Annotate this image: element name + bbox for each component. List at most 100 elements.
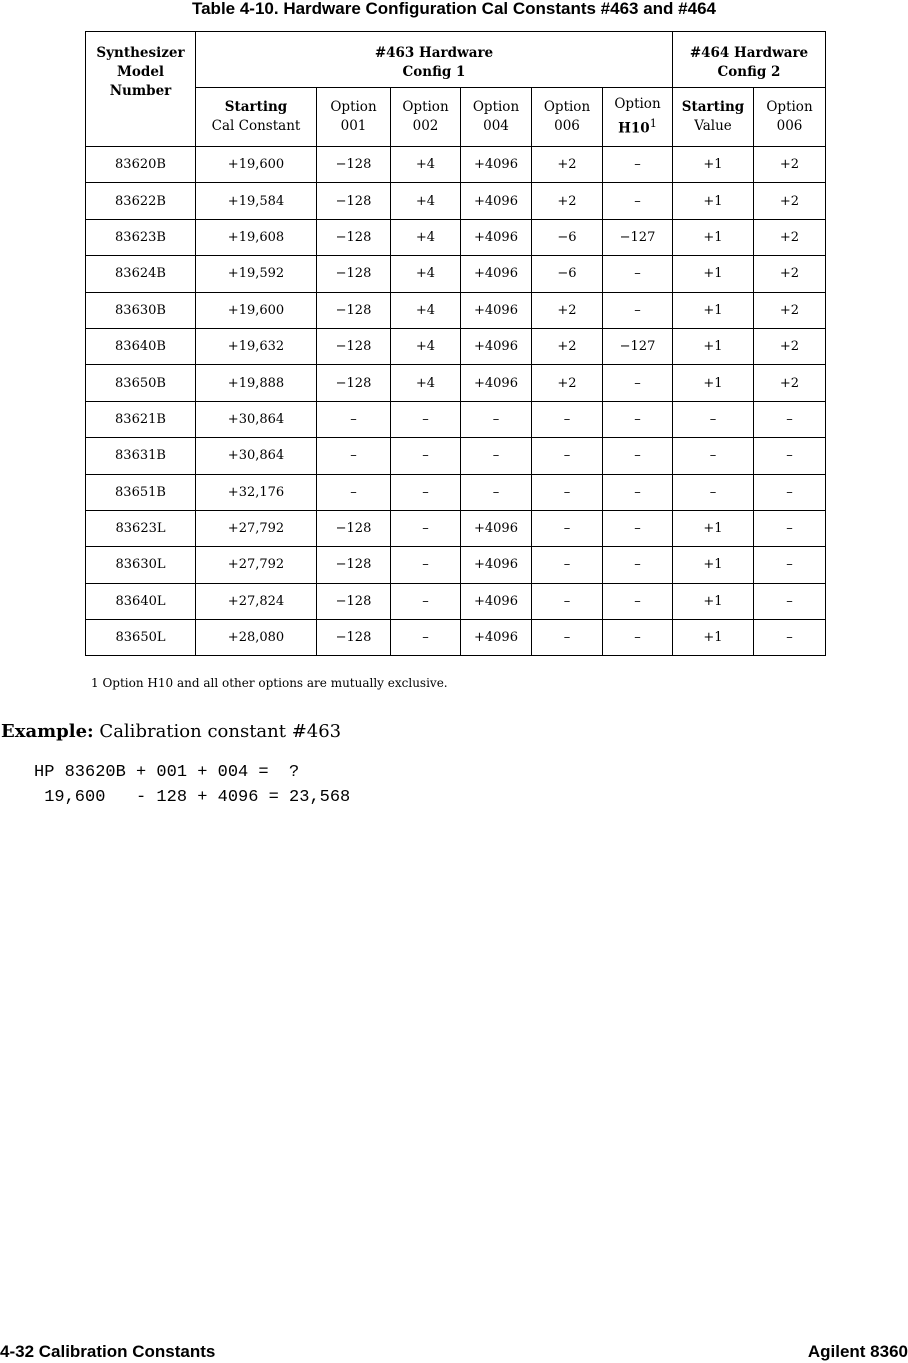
table-cell: – — [753, 546, 826, 584]
table-cell: – — [602, 145, 673, 184]
table-cell: +1 — [672, 364, 754, 402]
table-cell: +2 — [531, 364, 603, 402]
table-cell: +1 — [672, 145, 754, 184]
table-row: 83651B +32,176– – – – – – – — [85, 473, 826, 511]
table-cell: −6 — [531, 255, 603, 293]
table-cell: −128 — [316, 291, 391, 329]
column-header: Option 001 — [316, 87, 391, 147]
table-cell: −128 — [316, 582, 391, 621]
table-row: 83620B +19,600 −128 +4 +4096 +2– +1 +2 — [85, 145, 826, 184]
table-cell: 83651B — [85, 473, 196, 511]
table-cell: – — [531, 437, 603, 475]
table-cell: +1 — [672, 619, 754, 657]
table-cell: – — [602, 400, 673, 439]
table-cell: +19,584 — [195, 182, 317, 220]
table-cell: – — [460, 473, 532, 511]
table-cell: – — [316, 400, 391, 439]
example-text: Calibration constant #463 — [99, 721, 342, 742]
table-row: 83630L +27,792 −128– +4096– – +1– — [85, 546, 826, 584]
table-cell: – — [672, 437, 754, 475]
table-cell: +19,592 — [195, 255, 317, 293]
table-cell: – — [390, 473, 461, 511]
table-cell: +2 — [753, 255, 826, 293]
example-label: Example: — [1, 721, 94, 742]
table-cell: +2 — [531, 291, 603, 329]
column-header: Option 004 — [460, 87, 532, 147]
table-cell: +2 — [531, 145, 603, 184]
table-cell: – — [753, 437, 826, 475]
table-cell: 83640L — [85, 582, 196, 621]
model-header: Synthesizer Model Number — [85, 31, 196, 147]
example-calculation: HP 83620B + 001 + 004 = ? 19,600 - 128 +… — [34, 760, 350, 810]
table-cell: −128 — [316, 255, 391, 293]
table-cell: +28,080 — [195, 619, 317, 657]
table-row: 83640B +19,632 −128 +4 +4096 +2 −127 +1 +2 — [85, 327, 826, 366]
table-cell: −127 — [602, 327, 673, 366]
table-cell: – — [602, 364, 673, 402]
table-cell: −128 — [316, 546, 391, 584]
table-row: 83650B +19,888 −128 +4 +4096 +2– +1 +2 — [85, 364, 826, 402]
table-cell: 83630L — [85, 546, 196, 584]
table-row: 83640L +27,824 −128– +4096– – +1– — [85, 582, 826, 621]
table-cell: −128 — [316, 619, 391, 657]
table-cell: −6 — [531, 218, 603, 257]
table-cell: +4096 — [460, 364, 532, 402]
footer-right: Agilent 8360 — [807, 1342, 908, 1361]
example-heading: Example: Calibration constant #463 — [1, 721, 341, 742]
table-cell: +4096 — [460, 546, 532, 584]
table-cell: +4096 — [460, 619, 532, 657]
table-row: 83621B +30,864– – – – – – – — [85, 400, 826, 439]
table-cell: 83624B — [85, 255, 196, 293]
table-cell: +4 — [390, 291, 461, 329]
table-cell: +19,600 — [195, 145, 317, 184]
table-cell: 83620B — [85, 145, 196, 184]
table-cell: −128 — [316, 182, 391, 220]
table-cell: – — [531, 400, 603, 439]
table-row: 83650L +28,080 −128– +4096– – +1– — [85, 619, 826, 657]
table-cell: – — [602, 509, 673, 548]
table-cell: – — [602, 291, 673, 329]
table-cell: +27,792 — [195, 509, 317, 548]
column-header: Option 006 — [753, 87, 826, 147]
hardware-config-table: Synthesizer Model Number #463 Hardware Conf… — [85, 31, 826, 657]
table-cell: – — [460, 400, 532, 439]
table-cell: +4096 — [460, 509, 532, 548]
table-cell: +4096 — [460, 218, 532, 257]
table-cell: – — [390, 546, 461, 584]
table-cell: 83623B — [85, 218, 196, 257]
table-cell: +1 — [672, 546, 754, 584]
table-cell: +4096 — [460, 582, 532, 621]
table-cell: +27,824 — [195, 582, 317, 621]
table-row: 83630B +19,600 −128 +4 +4096 +2– +1 +2 — [85, 291, 826, 329]
table-cell: +4 — [390, 327, 461, 366]
table-cell: – — [531, 509, 603, 548]
table-cell: – — [602, 546, 673, 584]
table-cell: – — [602, 437, 673, 475]
table-cell: +1 — [672, 291, 754, 329]
table-cell: – — [753, 400, 826, 439]
table-cell: +4096 — [460, 255, 532, 293]
table-cell: +4096 — [460, 182, 532, 220]
example-line-2: 19,600 - 128 + 4096 = 23,568 — [34, 788, 351, 807]
group-463-header: #463 Hardware Config 1 — [195, 31, 673, 88]
table-cell: – — [672, 473, 754, 511]
table-cell: – — [602, 255, 673, 293]
table-cell: 83650B — [85, 364, 196, 402]
column-header: Option 002 — [390, 87, 461, 147]
table-row: 83631B +30,864– – – – – – – — [85, 437, 826, 475]
table-row: 83622B +19,584 −128 +4 +4096 +2– +1 +2 — [85, 182, 826, 220]
table-cell: −128 — [316, 145, 391, 184]
table-cell: −128 — [316, 218, 391, 257]
table-cell: +19,632 — [195, 327, 317, 366]
footnote: 1 Option H10 and all other options are m… — [91, 676, 448, 690]
table-cell: +2 — [531, 182, 603, 220]
table-row: 83624B +19,592 −128 +4 +4096 −6– +1 +2 — [85, 255, 826, 293]
group-464-header: #464 Hardware Config 2 — [672, 31, 826, 88]
table-cell: – — [390, 582, 461, 621]
table-cell: 83630B — [85, 291, 196, 329]
table-row: 83623L +27,792 −128– +4096– – +1– — [85, 509, 826, 548]
table-cell: 83623L — [85, 509, 196, 548]
table-cell: +30,864 — [195, 400, 317, 439]
table-cell: – — [390, 619, 461, 657]
table-cell: +4 — [390, 218, 461, 257]
